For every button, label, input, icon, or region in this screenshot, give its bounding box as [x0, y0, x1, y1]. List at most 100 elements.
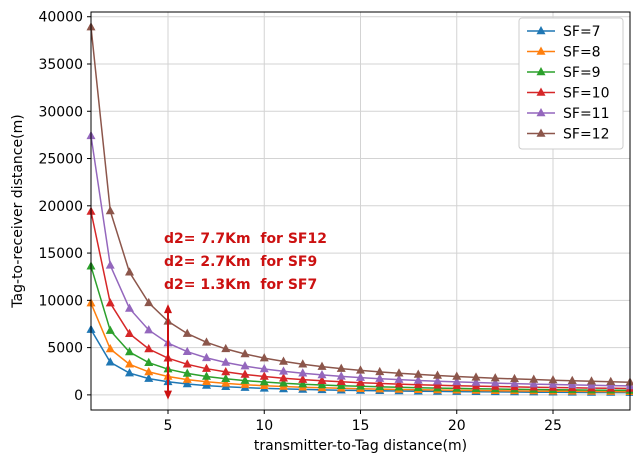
- data-point: [298, 374, 308, 383]
- data-point: [125, 328, 134, 337]
- legend-label: SF=10: [563, 86, 609, 102]
- data-point: [144, 373, 154, 382]
- data-point: [144, 325, 154, 334]
- data-point: [279, 366, 288, 375]
- series-sf11: [86, 130, 633, 390]
- data-point: [202, 376, 211, 386]
- annotation-text-sf9: d2= 2.7Km for SF9: [164, 254, 317, 270]
- data-point: [221, 373, 231, 383]
- data-point: [240, 361, 250, 370]
- x-tick-label: 15: [352, 418, 370, 434]
- data-point: [202, 371, 211, 380]
- y-tick-label: 40000: [38, 10, 83, 26]
- axis-ticks: 5 10 15 20 25 0 5000 10000 15000 20000 25000 30000 3…: [38, 10, 561, 434]
- y-tick-label: 20000: [38, 199, 83, 215]
- y-axis-label: Tag-to-receiver distance(m): [10, 114, 26, 308]
- data-point: [317, 369, 327, 379]
- legend-item: SF=7: [527, 24, 601, 40]
- legend-marker: [536, 26, 546, 35]
- data-point: [471, 377, 481, 386]
- data-point: [413, 379, 423, 388]
- legend-label: SF=11: [563, 106, 609, 122]
- annotation-arrow-head-bottom: [164, 390, 172, 400]
- data-point: [317, 361, 327, 370]
- data-point: [567, 375, 577, 384]
- legend-marker: [536, 67, 546, 76]
- data-point: [202, 337, 211, 346]
- data-point: [144, 357, 154, 366]
- y-tick-label: 15000: [38, 246, 83, 262]
- series-sf12: [86, 22, 633, 386]
- data-point: [375, 366, 385, 376]
- data-point: [336, 371, 346, 380]
- legend-item: SF=9: [527, 65, 601, 81]
- data-point: [182, 379, 192, 388]
- data-point: [567, 379, 577, 389]
- data-point: [125, 267, 134, 276]
- data-point: [356, 372, 365, 381]
- data-point: [279, 373, 288, 382]
- data-point: [240, 375, 250, 384]
- data-point: [259, 377, 269, 386]
- data-point: [298, 368, 308, 377]
- data-point: [413, 375, 423, 384]
- data-point: [394, 368, 404, 377]
- legend-item: SF=8: [527, 45, 601, 61]
- data-point: [105, 260, 115, 269]
- data-point: [259, 363, 269, 373]
- data-point: [298, 359, 308, 368]
- annotation-text-sf12: d2= 7.7Km for SF12: [164, 231, 327, 247]
- data-point: [356, 365, 365, 374]
- data-point: [433, 376, 442, 385]
- annotation-text-sf7: d2= 1.3Km for SF7: [164, 277, 317, 293]
- legend-item: SF=10: [527, 86, 609, 102]
- y-tick-label: 25000: [38, 152, 83, 168]
- data-point: [182, 346, 192, 355]
- data-point: [375, 378, 385, 387]
- legend-marker: [536, 108, 546, 117]
- data-point: [182, 368, 192, 377]
- data-point: [259, 371, 269, 380]
- data-point: [221, 366, 231, 376]
- y-tick-label: 30000: [38, 104, 83, 120]
- legend-marker: [536, 87, 546, 96]
- data-point: [317, 379, 327, 389]
- data-point: [144, 344, 154, 353]
- data-point: [240, 349, 250, 358]
- data-point: [394, 374, 404, 383]
- data-point: [125, 359, 134, 368]
- data-point: [105, 344, 115, 353]
- annotation-arrow-head-top: [164, 304, 172, 314]
- data-point: [317, 375, 327, 385]
- x-tick-label: 20: [448, 418, 466, 434]
- x-tick-label: 10: [255, 418, 273, 434]
- x-tick-label: 25: [544, 418, 562, 434]
- data-point: [548, 379, 558, 388]
- data-point: [394, 379, 404, 388]
- data-point: [202, 352, 211, 362]
- legend-marker: [536, 46, 546, 55]
- legend-label: SF=12: [563, 127, 609, 143]
- data-point: [221, 357, 231, 366]
- data-point: [490, 373, 500, 382]
- data-point: [413, 369, 423, 378]
- data-point: [105, 298, 115, 307]
- data-point: [529, 374, 539, 383]
- data-point: [144, 297, 154, 307]
- data-point: [336, 363, 346, 372]
- data-point: [182, 328, 192, 337]
- legend-item: SF=11: [527, 106, 609, 122]
- data-point: [510, 378, 519, 387]
- data-point: [510, 373, 519, 383]
- data-point: [182, 374, 192, 383]
- x-axis-label: transmitter-to-Tag distance(m): [254, 438, 467, 454]
- data-point: [221, 343, 231, 353]
- y-tick-label: 35000: [38, 57, 83, 73]
- data-point: [587, 376, 596, 385]
- data-point: [336, 376, 346, 386]
- data-point: [471, 372, 481, 381]
- y-tick-label: 0: [74, 388, 83, 404]
- data-point: [433, 370, 442, 379]
- data-point: [105, 206, 115, 215]
